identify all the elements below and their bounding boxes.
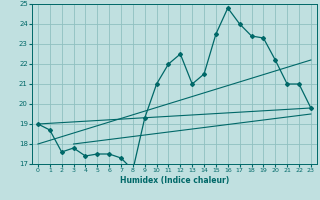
X-axis label: Humidex (Indice chaleur): Humidex (Indice chaleur)	[120, 176, 229, 185]
